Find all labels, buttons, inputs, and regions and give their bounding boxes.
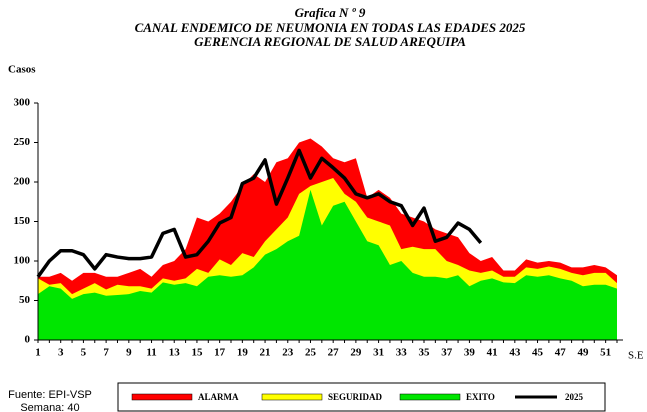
x-tick-label: 21 <box>260 347 271 359</box>
x-tick-label: 5 <box>81 347 87 359</box>
week-note: Semana: 40 <box>20 402 79 412</box>
chart-subtitle: CANAL ENDEMICO DE NEUMONIA EN TODAS LAS … <box>135 20 526 35</box>
area-exito <box>38 189 617 340</box>
source: Fuente: EPI-VSP <box>8 389 92 401</box>
y-tick-label: 250 <box>14 136 31 148</box>
legend-label: EXITO <box>466 392 495 402</box>
x-tick-label: 33 <box>396 347 408 359</box>
x-tick-label: 19 <box>237 347 249 359</box>
x-tick-label: 47 <box>555 347 567 359</box>
x-tick-label: 17 <box>214 347 226 359</box>
x-tick-label: 31 <box>373 347 384 359</box>
x-tick-label: 41 <box>487 347 498 359</box>
x-tick-label: 37 <box>441 347 453 359</box>
y-tick-label: 50 <box>19 294 31 306</box>
legend-swatch <box>399 393 461 401</box>
x-tick-label: 27 <box>328 347 340 359</box>
chart-subtitle: GERENCIA REGIONAL DE SALUD AREQUIPA <box>194 34 466 49</box>
x-tick-label: 39 <box>464 347 476 359</box>
x-tick-label: 11 <box>146 347 156 359</box>
x-tick-label: 51 <box>600 347 611 359</box>
legend-box <box>117 382 606 412</box>
legend-label: SEGURIDAD <box>328 392 383 402</box>
legend-swatch <box>131 393 193 401</box>
y-tick-label: 0 <box>25 334 31 346</box>
x-tick-label: 35 <box>419 347 431 359</box>
x-tick-label: 1 <box>35 347 41 359</box>
x-axis-label: S.E <box>628 350 644 362</box>
x-tick-label: 25 <box>305 347 317 359</box>
line-2025 <box>36 148 483 278</box>
chart-title: Grafica N º 9 <box>295 5 366 20</box>
y-tick-label: 200 <box>14 176 31 188</box>
x-tick-label: 45 <box>532 347 544 359</box>
x-tick-label: 49 <box>577 347 589 359</box>
x-tick-label: 3 <box>58 347 64 359</box>
legend-label: ALARMA <box>198 392 239 402</box>
x-tick-label: 29 <box>350 347 362 359</box>
legend-swatch <box>261 393 323 401</box>
y-tick-label: 300 <box>14 97 31 109</box>
x-tick-label: 15 <box>191 347 203 359</box>
x-tick-label: 9 <box>126 347 132 359</box>
y-tick-label: 150 <box>14 215 31 227</box>
x-tick-label: 13 <box>169 347 181 359</box>
y-axis-label: Casos <box>8 64 36 76</box>
x-tick-label: 23 <box>282 347 294 359</box>
legend-label: 2025 <box>565 392 584 402</box>
x-tick-label: 43 <box>509 347 521 359</box>
x-tick-label: 7 <box>103 347 109 359</box>
y-tick-label: 100 <box>14 255 31 267</box>
